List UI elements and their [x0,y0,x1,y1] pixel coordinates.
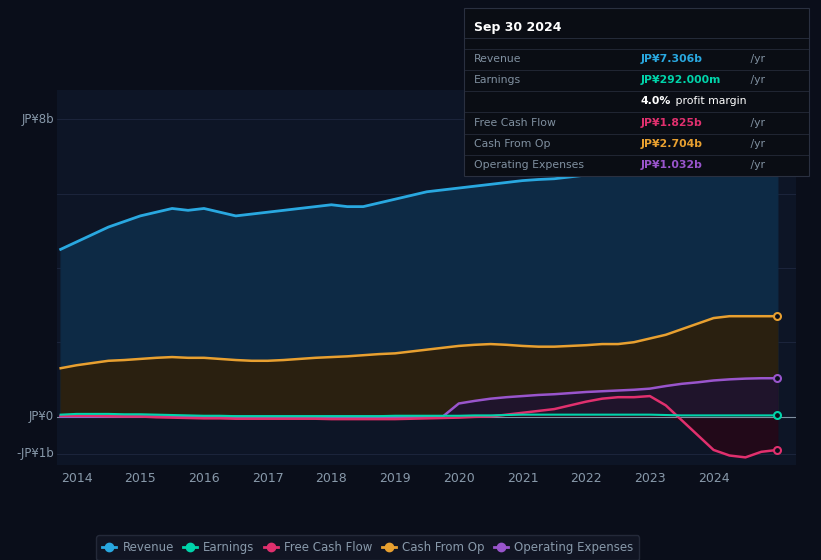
Text: Cash From Op: Cash From Op [474,139,550,149]
Text: /yr: /yr [747,160,765,170]
Text: JP¥8b: JP¥8b [21,113,54,126]
Text: /yr: /yr [747,54,765,64]
Text: /yr: /yr [747,139,765,149]
Text: JP¥0: JP¥0 [29,410,54,423]
Text: -JP¥1b: -JP¥1b [16,447,54,460]
Text: 4.0%: 4.0% [640,96,671,106]
Text: JP¥292.000m: JP¥292.000m [640,75,721,85]
Text: /yr: /yr [747,118,765,128]
Text: JP¥1.825b: JP¥1.825b [640,118,702,128]
Text: Earnings: Earnings [474,75,521,85]
Text: Sep 30 2024: Sep 30 2024 [474,21,562,35]
Text: Operating Expenses: Operating Expenses [474,160,584,170]
Text: profit margin: profit margin [672,96,746,106]
Legend: Revenue, Earnings, Free Cash Flow, Cash From Op, Operating Expenses: Revenue, Earnings, Free Cash Flow, Cash … [96,535,640,560]
Text: JP¥7.306b: JP¥7.306b [640,54,703,64]
Text: /yr: /yr [747,75,765,85]
Text: Free Cash Flow: Free Cash Flow [474,118,556,128]
Text: JP¥1.032b: JP¥1.032b [640,160,702,170]
Text: JP¥2.704b: JP¥2.704b [640,139,703,149]
Text: Revenue: Revenue [474,54,521,64]
